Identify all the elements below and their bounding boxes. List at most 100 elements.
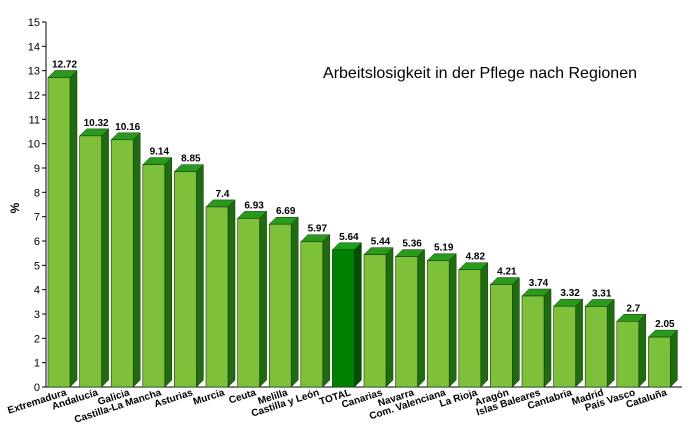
value-label: 12.72: [52, 59, 77, 70]
value-label: 3.74: [529, 278, 549, 289]
bar: [331, 242, 363, 388]
bar-side: [196, 164, 204, 388]
chart-bars: [47, 69, 679, 388]
bar-side: [322, 234, 331, 388]
bar: [236, 210, 268, 388]
bar-front: [584, 306, 608, 388]
y-tick-label: 11: [29, 114, 40, 126]
value-label: 2.7: [626, 303, 640, 314]
bar-front: [47, 77, 71, 388]
bar-side: [448, 253, 457, 388]
bar: [173, 164, 205, 388]
value-label: 6.93: [244, 200, 264, 211]
bar-front: [616, 320, 640, 388]
value-label: 5.64: [339, 232, 359, 243]
value-label: 4.82: [466, 252, 486, 263]
bar: [616, 313, 647, 388]
bar-front: [458, 269, 482, 388]
y-tick-label: 5: [34, 260, 40, 272]
y-tick-label: 3: [34, 309, 40, 321]
bar-front: [426, 260, 450, 388]
bar: [205, 199, 236, 388]
bar-front: [79, 135, 102, 388]
bar-front: [395, 256, 418, 388]
bar-side: [101, 128, 109, 388]
bar-side: [670, 329, 678, 388]
bar: [584, 298, 615, 388]
y-tick-label: 10: [28, 139, 40, 151]
bar-front: [300, 241, 324, 388]
value-label: 5.19: [434, 243, 454, 254]
bar-front: [490, 284, 513, 388]
bar: [142, 156, 173, 388]
bar: [268, 216, 299, 388]
y-tick-label: 1: [34, 358, 40, 370]
value-label: 10.32: [84, 118, 109, 129]
value-label: 10.16: [115, 122, 140, 133]
bar: [521, 288, 552, 388]
y-tick-label: 13: [28, 66, 40, 78]
bar-side: [512, 276, 520, 388]
value-label: 5.36: [402, 239, 422, 250]
category-label: Murcia: [192, 387, 226, 408]
y-tick-label: 4: [34, 285, 40, 297]
value-label: 5.97: [308, 224, 328, 235]
y-tick-label: 7: [34, 212, 40, 224]
bar-front: [174, 171, 197, 388]
bar: [300, 234, 331, 388]
bar-front: [553, 305, 576, 388]
bar: [647, 329, 679, 388]
bar-side: [417, 248, 425, 388]
y-tick-label: 6: [34, 236, 40, 248]
bar-front: [648, 336, 671, 388]
y-tick-label: 14: [28, 41, 40, 53]
bar: [394, 248, 426, 388]
bar-side: [606, 298, 615, 388]
bar-side: [259, 210, 267, 388]
bar-side: [385, 247, 394, 388]
y-tick-label: 8: [34, 187, 40, 199]
bar-side: [227, 199, 236, 388]
bar-front: [142, 164, 166, 388]
bar-front: [110, 139, 134, 388]
bar-front: [521, 295, 545, 388]
value-label: 7.4: [216, 189, 230, 200]
chart-title: Arbeitslosigkeit in der Pflege nach Regi…: [323, 65, 637, 82]
bar: [47, 69, 78, 388]
bar-side: [543, 288, 552, 388]
bar-front: [332, 249, 355, 388]
bar-front: [237, 218, 260, 388]
bar: [489, 276, 521, 388]
bar-side: [132, 132, 141, 388]
value-label: 3.32: [560, 288, 580, 299]
bar-side: [638, 313, 647, 388]
bar: [363, 247, 394, 388]
bar: [78, 128, 110, 388]
value-label: 6.69: [276, 206, 296, 217]
value-label: 5.44: [371, 237, 391, 248]
y-tick-label: 9: [34, 163, 40, 175]
bar-side: [164, 156, 173, 388]
bar-front: [205, 206, 229, 388]
y-tick-label: 12: [28, 90, 40, 102]
value-label: 3.31: [592, 288, 612, 299]
bar-side: [69, 69, 78, 388]
bar: [426, 253, 457, 388]
value-label: 2.05: [655, 319, 675, 330]
bar-side: [354, 242, 362, 388]
bar: [458, 262, 489, 388]
bar-side: [575, 298, 583, 388]
y-tick-label: 2: [34, 333, 40, 345]
y-tick-label: 0: [34, 382, 40, 394]
bar: [110, 132, 141, 388]
category-label: Ceuta: [228, 387, 258, 406]
value-label: 8.85: [181, 154, 201, 165]
y-axis-label: %: [8, 202, 22, 213]
bar: [552, 298, 584, 388]
y-tick-label: 15: [28, 17, 40, 29]
bar-side: [290, 216, 299, 388]
bar-front: [268, 223, 292, 388]
bar-front: [363, 254, 387, 388]
value-label: 4.21: [497, 267, 517, 278]
